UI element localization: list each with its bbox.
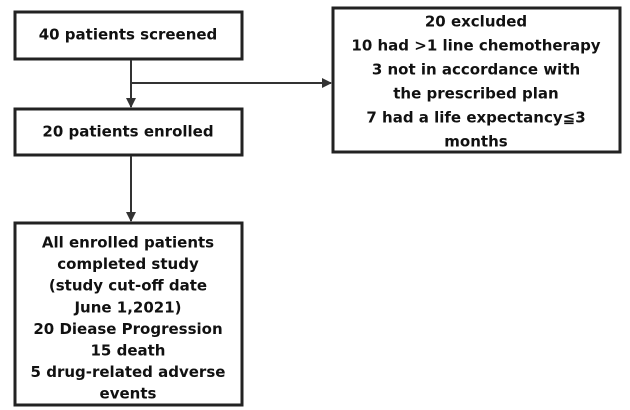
box: [13, 10, 244, 61]
node-text: 20 Diease Progression: [33, 320, 222, 338]
node-text: completed study: [57, 255, 199, 273]
box: [13, 221, 244, 407]
node-text: 10 had >1 line chemotherapy: [351, 37, 600, 55]
node-text: the prescribed plan: [393, 85, 558, 103]
node-text: June 1,2021): [73, 298, 181, 316]
node-text: 20 excluded: [425, 13, 527, 31]
node-text: 40 patients screened: [39, 26, 218, 44]
node-text: 5 drug-related adverse: [31, 363, 226, 381]
node-text: 15 death: [91, 342, 166, 360]
node-text: (study cut-off date: [49, 277, 207, 295]
node-text: 20 patients enrolled: [42, 123, 213, 141]
node-text: 7 had a life expectancy≦3: [366, 109, 585, 127]
node-text: months: [444, 133, 507, 151]
box: [13, 107, 244, 157]
node-text: 3 not in accordance with: [372, 61, 580, 79]
box: [331, 6, 622, 154]
node-text: events: [100, 385, 157, 403]
node-text: All enrolled patients: [42, 234, 214, 252]
labels: 40 patients screened 20 excluded 10 had >1…: [31, 13, 601, 403]
